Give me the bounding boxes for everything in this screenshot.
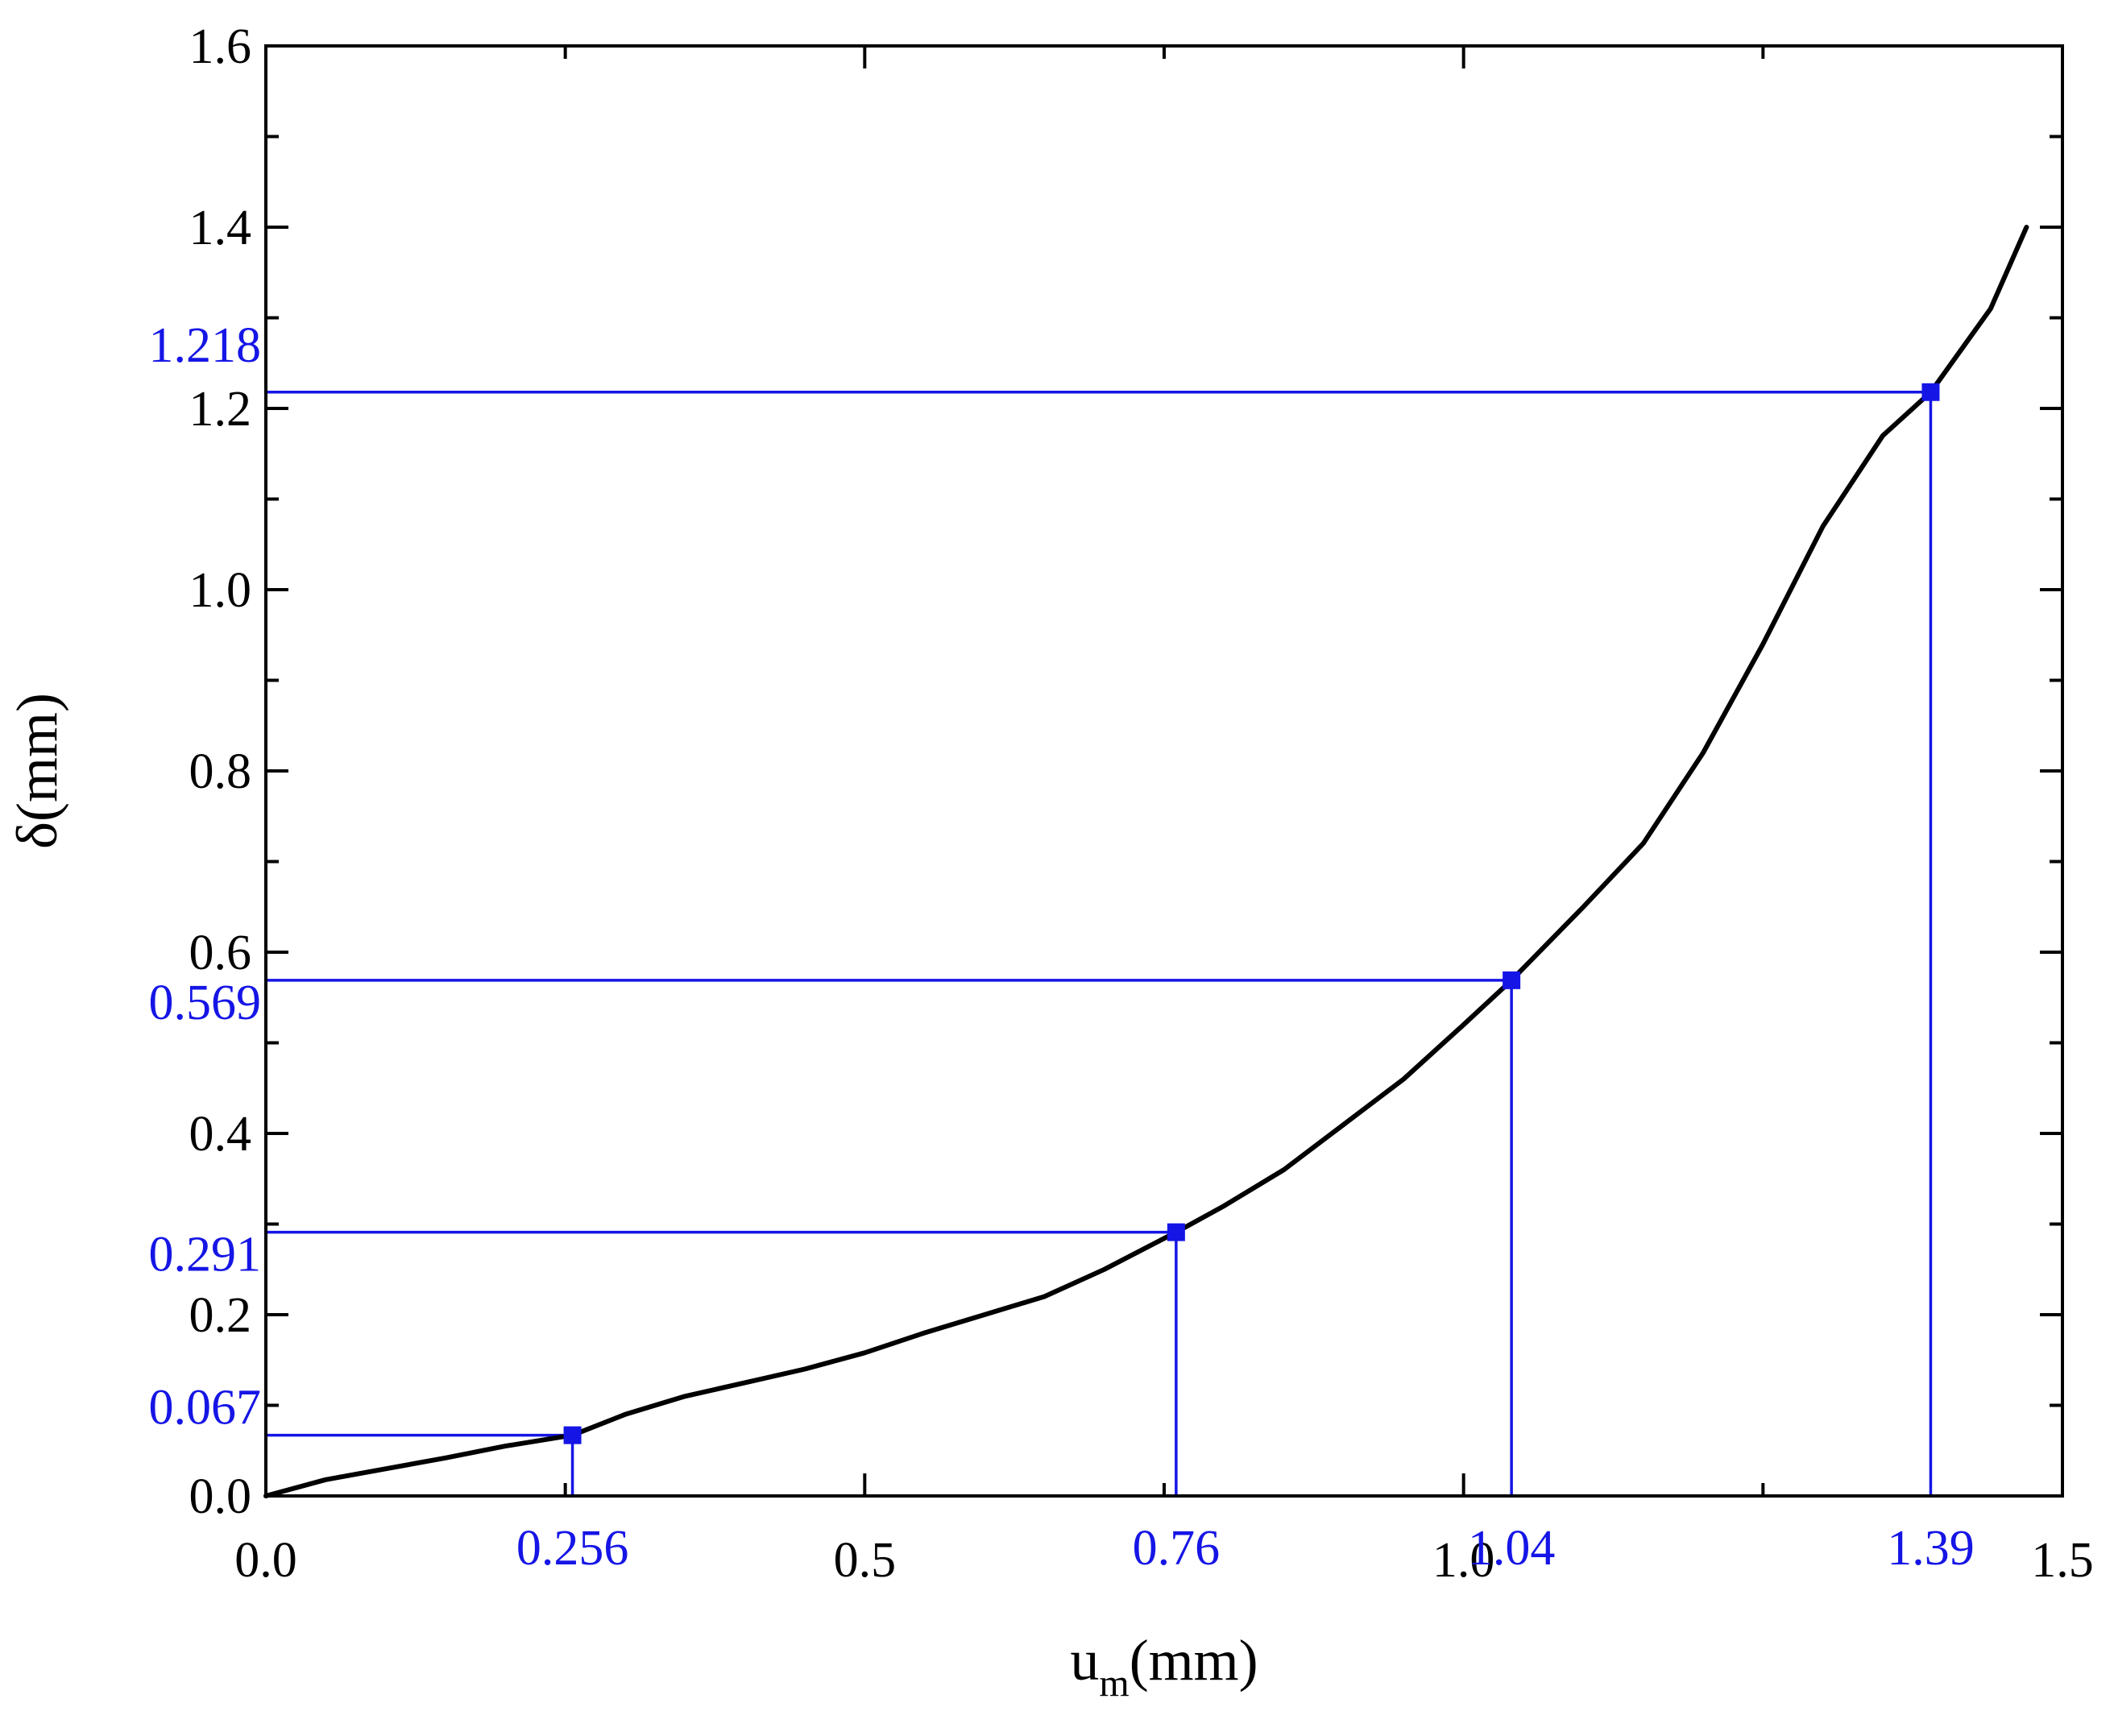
y-tick-label: 0.6	[189, 926, 252, 980]
series-line	[263, 225, 2029, 1498]
highlight-y-label: 0.291	[149, 1228, 262, 1282]
highlight-x-label: 0.76	[1133, 1521, 1221, 1576]
highlight-point-marker	[563, 1426, 582, 1444]
guide-lines	[266, 391, 1933, 1496]
y-tick-label: 0.2	[189, 1288, 252, 1343]
x-tick-label: 0.0	[234, 1533, 297, 1588]
highlight-point-marker	[1503, 971, 1521, 989]
highlight-y-label: 1.218	[149, 318, 262, 373]
tick-labels: 0.0 0.5 1.0 1.5 0.0 0.2 0.4 0.6 0.8 1.0 1.2 1.4 1.6	[189, 19, 2094, 1588]
highlight-x-label: 1.39	[1887, 1521, 1975, 1576]
y-tick-label: 0.4	[189, 1107, 252, 1162]
marker-labels: 0.256 0.067 0.76 0.291 1.04 0.569 1.39 1.218	[149, 318, 1975, 1576]
x-axis-symbol: u	[1070, 1628, 1099, 1692]
y-tick-label: 1.2	[189, 382, 252, 437]
highlight-x-label: 0.256	[516, 1521, 629, 1576]
highlight-point-marker	[1167, 1223, 1185, 1241]
x-axis-subscript: m	[1099, 1662, 1129, 1705]
highlight-markers	[563, 383, 1940, 1444]
x-tick-label: 0.5	[834, 1533, 897, 1588]
highlight-y-label: 0.569	[149, 976, 262, 1030]
plot-frame	[264, 44, 2064, 1498]
x-tick-label: 1.5	[2031, 1533, 2094, 1588]
x-axis-title: um(mm)	[1070, 1628, 1258, 1705]
y-tick-label: 1.4	[189, 201, 252, 255]
y-tick-label: 1.6	[189, 19, 252, 74]
y-axis-title: δ(mm)	[5, 693, 69, 849]
x-axis-unit: (mm)	[1130, 1628, 1258, 1692]
y-tick-label: 0.0	[189, 1469, 252, 1524]
highlight-x-label: 1.04	[1468, 1521, 1556, 1576]
x-tick-label: 1.0	[1432, 1533, 1495, 1588]
highlight-y-label: 0.067	[149, 1381, 262, 1436]
data-series	[263, 225, 2029, 1498]
y-tick-label: 1.0	[189, 563, 252, 618]
axis-ticks	[264, 44, 2064, 1498]
y-tick-label: 0.8	[189, 744, 252, 799]
highlight-point-marker	[1921, 383, 1940, 401]
